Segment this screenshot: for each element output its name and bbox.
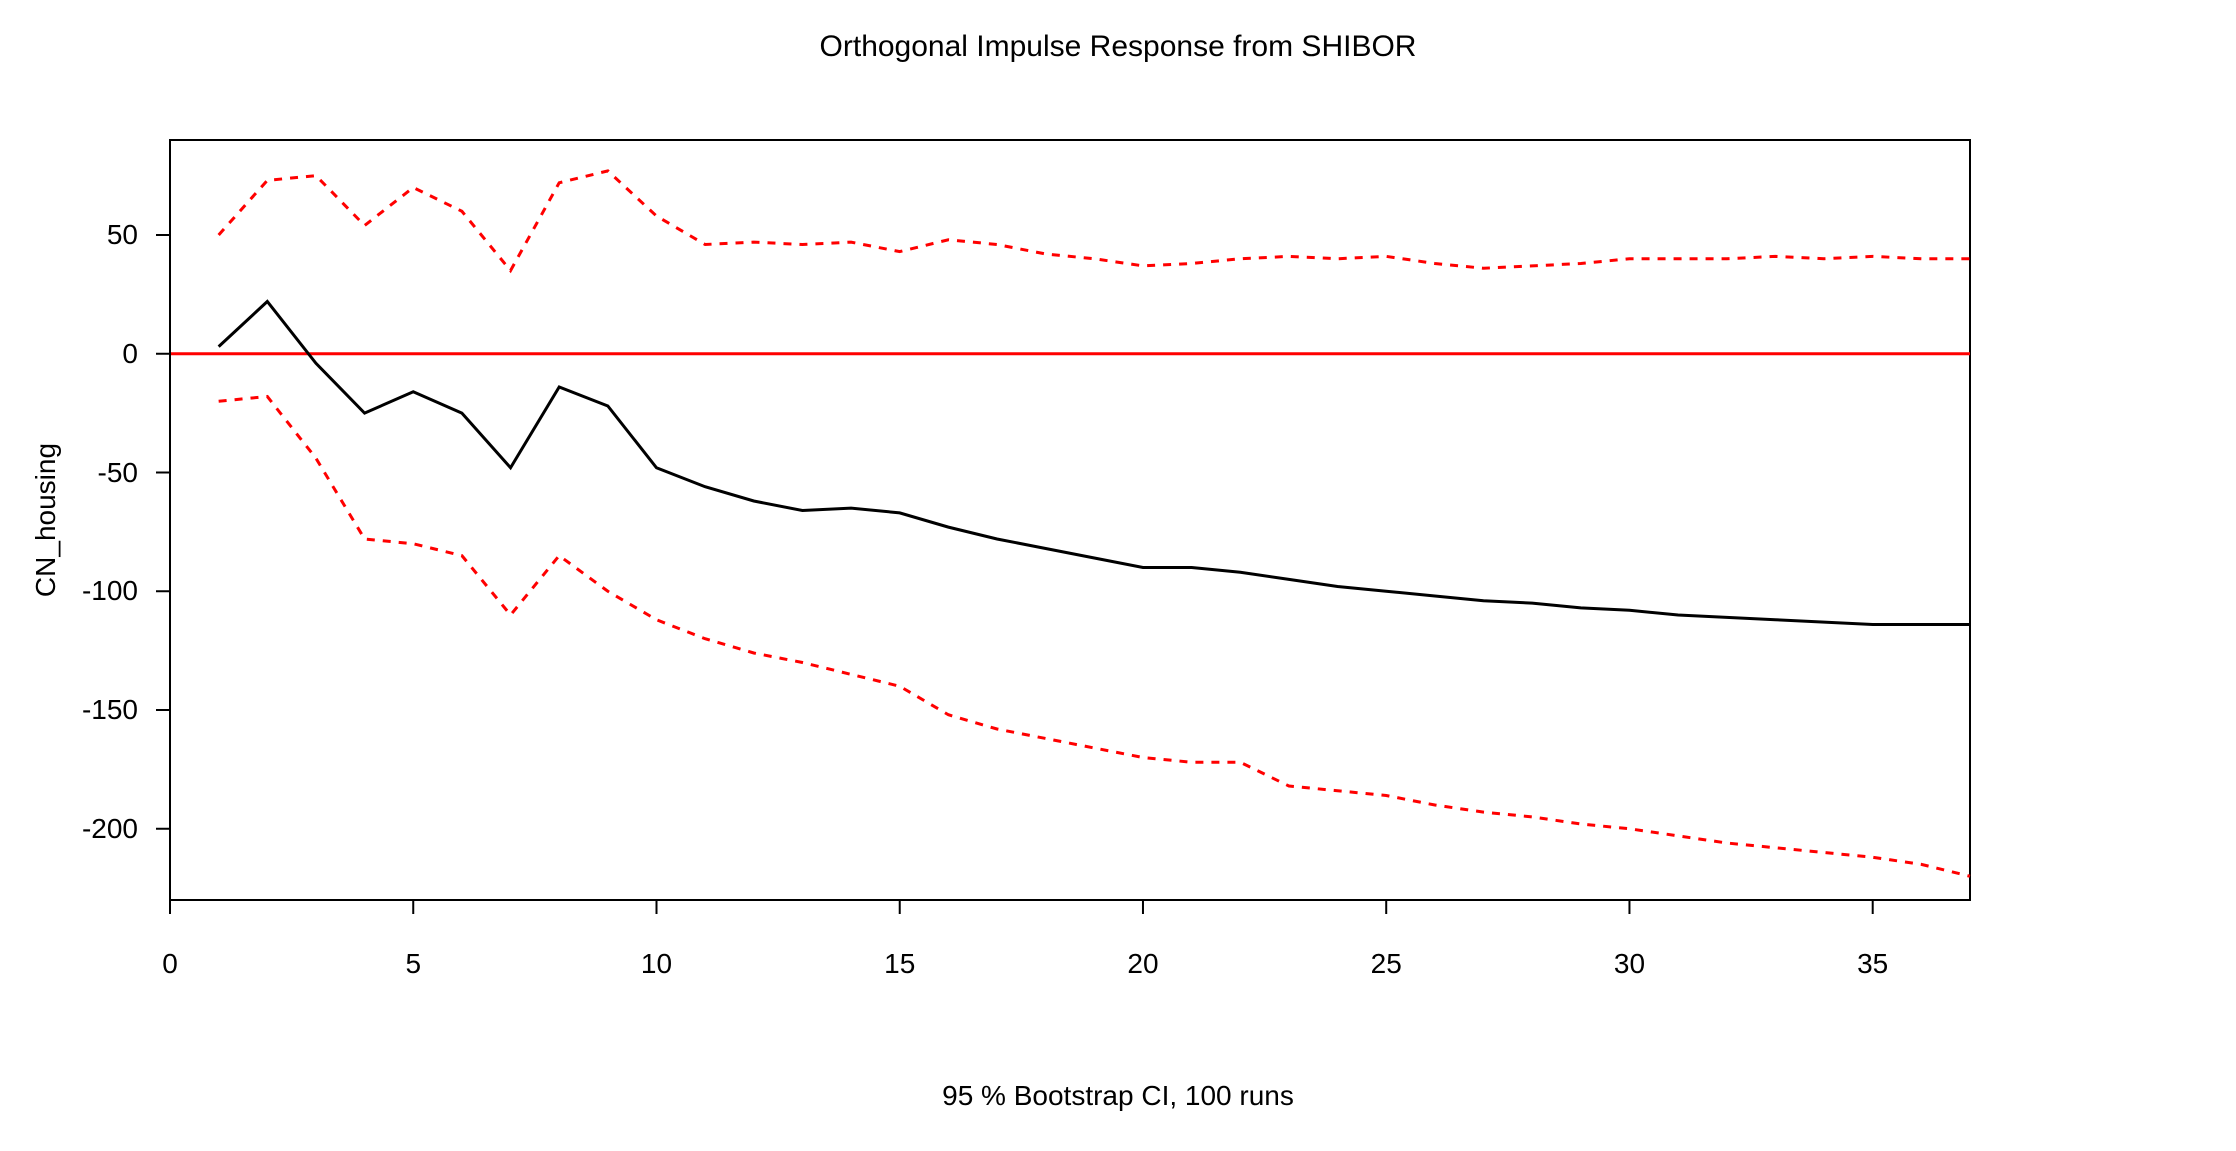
x-tick-label: 30 — [1614, 948, 1645, 980]
y-tick-label: -150 — [48, 694, 138, 726]
x-tick-label: 25 — [1371, 948, 1402, 980]
x-tick-label: 15 — [884, 948, 915, 980]
y-tick-label: 0 — [48, 338, 138, 370]
page: Orthogonal Impulse Response from SHIBOR … — [0, 0, 2236, 1151]
upper-ci-line — [219, 171, 1970, 271]
y-tick-label: -100 — [48, 575, 138, 607]
lower-ci-line — [219, 397, 1970, 877]
y-tick-label: -50 — [48, 457, 138, 489]
x-tick-label: 10 — [641, 948, 672, 980]
x-tick-label: 35 — [1857, 948, 1888, 980]
impulse-response-chart — [0, 0, 2236, 1151]
x-tick-label: 5 — [405, 948, 421, 980]
y-tick-label: 50 — [48, 219, 138, 251]
plot-border — [170, 140, 1970, 900]
y-tick-label: -200 — [48, 813, 138, 845]
x-tick-label: 0 — [162, 948, 178, 980]
x-tick-label: 20 — [1127, 948, 1158, 980]
impulse-response-line — [219, 302, 1970, 625]
